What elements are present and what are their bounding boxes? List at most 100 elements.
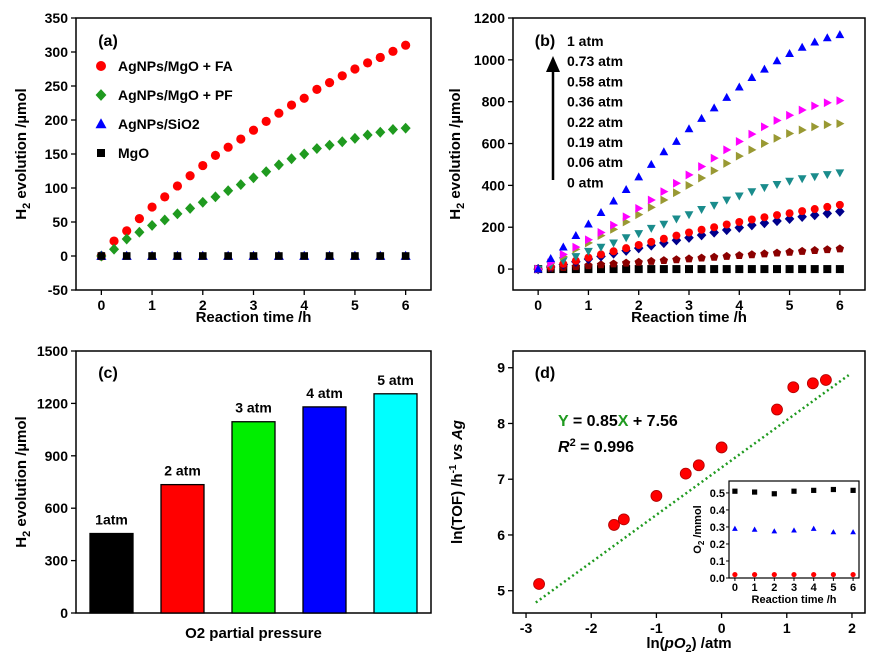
panel-a-x-tick-label: 5 bbox=[351, 297, 359, 313]
panel-d-x-tick-label: 2 bbox=[848, 620, 856, 636]
panel-b-y-tick-label: 1200 bbox=[474, 10, 505, 26]
panel-c-bar bbox=[160, 483, 205, 614]
panel-b-point bbox=[622, 244, 631, 253]
panel-b-legend-entry: 0 atm bbox=[567, 174, 604, 190]
panel-d-y-tick-label: 6 bbox=[497, 527, 505, 543]
panel-c-y-tick-label: 900 bbox=[45, 448, 69, 464]
panel-a-point bbox=[172, 181, 183, 191]
panel-b-point bbox=[584, 253, 593, 262]
panel-d-points bbox=[533, 374, 832, 590]
panel-d-point bbox=[533, 578, 545, 590]
inset-x-tick-label: 4 bbox=[811, 582, 818, 594]
panel-a-point bbox=[324, 78, 335, 88]
panel-a-x-axis-label: Reaction time /h bbox=[196, 309, 312, 326]
panel-a-point bbox=[261, 116, 271, 126]
x-label-part: ) /atm bbox=[692, 635, 732, 652]
panel-b-point bbox=[797, 42, 807, 51]
panel-b-point bbox=[672, 265, 681, 274]
panel-b-point bbox=[722, 265, 731, 274]
panel-b-point bbox=[822, 208, 833, 219]
panel-a-point bbox=[300, 252, 309, 260]
panel-b-point bbox=[809, 209, 820, 221]
panel-b-legend-entry: 0.19 atm bbox=[567, 134, 623, 150]
panel-b-point bbox=[810, 173, 820, 182]
panel-a-x-tick-label: 0 bbox=[97, 297, 105, 313]
panel-a-y-tick-label: 0 bbox=[60, 248, 68, 264]
panel-a-point bbox=[148, 252, 156, 260]
panel-a-point bbox=[185, 202, 196, 214]
panel-b-point bbox=[798, 125, 807, 135]
panel-b-point bbox=[584, 247, 593, 256]
panel-a-point bbox=[299, 93, 309, 103]
inset-point bbox=[752, 489, 758, 495]
panel-a-point bbox=[286, 100, 297, 110]
panel-b-point bbox=[835, 244, 845, 253]
panel-b-point bbox=[747, 215, 756, 224]
panel-b-point bbox=[697, 225, 706, 234]
panel-b-point bbox=[723, 159, 732, 168]
panel-b-point bbox=[710, 265, 719, 274]
panel-b-point bbox=[747, 188, 757, 197]
y-label-part: ln(TOF) /h bbox=[449, 473, 466, 544]
panel-b-point bbox=[672, 136, 681, 145]
panel-a-point bbox=[108, 243, 120, 255]
panel-b-point bbox=[823, 245, 832, 254]
panel-b-point bbox=[773, 211, 781, 220]
panel-a-point bbox=[121, 233, 132, 245]
panel-a-point bbox=[147, 202, 157, 212]
panel-b-point bbox=[723, 145, 732, 155]
panel-b-point bbox=[835, 265, 844, 274]
panel-a-point bbox=[349, 132, 360, 144]
inset-y-tick-label: 0.0 bbox=[710, 573, 725, 585]
panel-a-point bbox=[388, 46, 398, 56]
panel-d-x-tick-label: -1 bbox=[650, 620, 663, 636]
inset-point bbox=[830, 571, 836, 578]
inset-point bbox=[850, 487, 856, 493]
panel-b-x-tick-label: 6 bbox=[836, 297, 844, 313]
panel-b-point bbox=[797, 246, 807, 255]
panel-c-bar-label: 4 atm bbox=[306, 385, 343, 401]
panel-b-point bbox=[735, 265, 744, 274]
inset-y-tick-label: 0.3 bbox=[710, 522, 725, 534]
panel-a-point bbox=[248, 172, 259, 184]
panel-b-point bbox=[747, 250, 757, 259]
inset-series-2 bbox=[732, 571, 856, 578]
panel-a-y-tick-label: 200 bbox=[45, 112, 69, 128]
panel-a-point bbox=[172, 208, 183, 220]
y-label-part: vs Ag bbox=[449, 420, 466, 464]
panel-a-point bbox=[122, 226, 132, 236]
panel-b-point bbox=[810, 37, 820, 46]
panel-a-y-tick-label: 100 bbox=[45, 180, 69, 196]
panel-b-y-tick-label: 600 bbox=[482, 136, 506, 152]
panel-b-series-7 bbox=[533, 30, 845, 273]
panel-d-equation: Y = 0.85X + 7.56 bbox=[558, 413, 678, 430]
panel-c-y-tick-label: 0 bbox=[60, 605, 68, 621]
panel-b-point bbox=[609, 259, 618, 268]
panel-b-point bbox=[773, 116, 782, 125]
panel-a-point bbox=[236, 134, 246, 144]
y-label-part: evolution /µmol bbox=[13, 416, 30, 530]
panel-b-point bbox=[785, 265, 794, 274]
panel-a-y-tick-label: 350 bbox=[45, 10, 69, 26]
panel-b-point bbox=[709, 252, 719, 261]
panel-b-point bbox=[659, 147, 669, 156]
panel-b-point bbox=[710, 223, 719, 232]
panel-b-point bbox=[659, 234, 668, 243]
y-label-subscript: 2 bbox=[21, 531, 33, 537]
panel-b-point bbox=[772, 248, 782, 257]
inset-point bbox=[850, 529, 856, 535]
inset-point bbox=[791, 571, 797, 578]
panel-d-point bbox=[692, 459, 705, 472]
panel-b-point bbox=[572, 242, 581, 252]
panel-c-y-tick-label: 1500 bbox=[37, 343, 68, 359]
panel-b-point bbox=[822, 171, 832, 180]
panel-a-point bbox=[337, 71, 347, 81]
panel-b-legend-entry: 0.36 atm bbox=[567, 94, 623, 110]
panel-b-point bbox=[558, 242, 568, 251]
panel-b-point bbox=[709, 103, 719, 112]
panel-d-point bbox=[679, 467, 692, 480]
panel-b-point bbox=[772, 56, 782, 65]
panel-b-point bbox=[709, 201, 719, 210]
panel-b-point bbox=[785, 177, 794, 186]
